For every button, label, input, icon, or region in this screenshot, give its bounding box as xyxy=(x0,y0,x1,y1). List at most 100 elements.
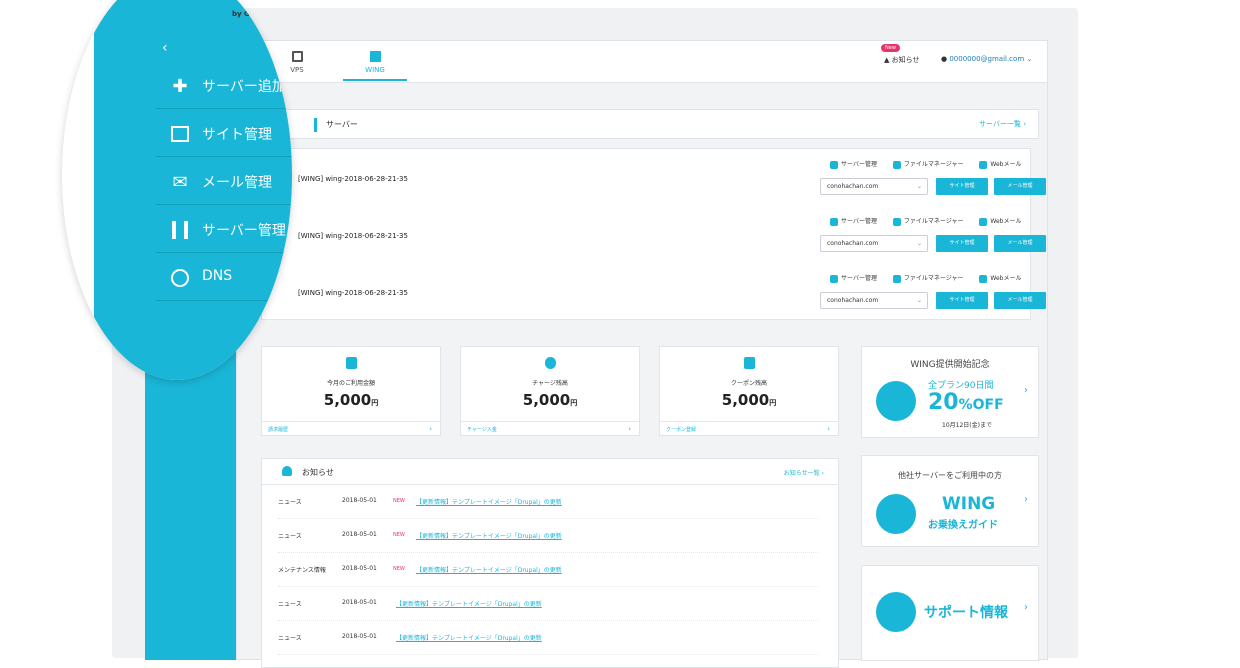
news-row: ニュース 2018-05-01 NEW 【更新情報】テンプレートイメージ「Dru… xyxy=(278,519,818,553)
news-link[interactable]: 【更新情報】テンプレートイメージ「Drupal」の更新 xyxy=(416,567,562,574)
server-list-link[interactable]: サーバー一覧 › xyxy=(979,120,1026,128)
webmail-link[interactable]: Webメール xyxy=(979,273,1021,283)
server-manage-label: サーバー管理 xyxy=(841,218,877,225)
news-new-badge: NEW xyxy=(393,566,405,572)
file-manager-link[interactable]: ファイルマネージャー xyxy=(892,159,964,169)
server-header: サーバー サーバー一覧 › xyxy=(261,109,1039,139)
file-manager-link[interactable]: ファイルマネージャー xyxy=(892,273,963,283)
news-link[interactable]: 【更新情報】テンプレートイメージ「Drupal」の更新 xyxy=(416,499,562,506)
window-icon xyxy=(170,125,190,143)
news-category: ニュース xyxy=(278,635,302,642)
gear-icon xyxy=(830,274,838,283)
webmail-link[interactable]: Webメール xyxy=(979,216,1021,226)
sidebar-item-label: メール管理 xyxy=(202,175,272,191)
promo-campaign[interactable]: WING提供開始記念 全プラン90日間 20%OFF 10月12日(金)まで › xyxy=(861,346,1039,438)
sidebar-item-dns[interactable]: DNS xyxy=(156,254,292,301)
webmail-icon xyxy=(979,160,988,169)
server-row: [WING] wing-2018-06-28-21-35 サーバー管理 ファイル… xyxy=(262,151,1046,207)
globe-icon xyxy=(170,269,190,287)
mail-manage-button[interactable]: メール管理 xyxy=(994,178,1046,195)
stat-number: 5,000 xyxy=(323,391,372,409)
stat-footer-link[interactable]: チャージ入金 › xyxy=(461,421,639,437)
server-icon xyxy=(170,221,190,239)
server-manage-link[interactable]: サーバー管理 xyxy=(830,159,877,169)
news-list-link[interactable]: お知らせ一覧 › xyxy=(783,470,824,477)
sidebar-item-server[interactable]: サーバー管理 xyxy=(156,206,292,253)
news-link[interactable]: 【更新情報】テンプレートイメージ「Drupal」の更新 xyxy=(396,635,542,642)
top-nav: VPS WING New ▲ お知らせ ● 0000000@gmail.com … xyxy=(237,41,1047,83)
notify-badge: New xyxy=(881,44,900,52)
news-row: ニュース 2018-05-01 【更新情報】テンプレートイメージ「Drupal」… xyxy=(278,621,818,655)
sidebar-item-mail[interactable]: ✉ メール管理 xyxy=(156,158,292,205)
server-manage-label: サーバー管理 xyxy=(841,275,877,282)
chevron-down-icon: ⌄ xyxy=(1026,55,1033,63)
news-panel: お知らせ お知らせ一覧 › ニュース 2018-05-01 NEW 【更新情報】… xyxy=(261,458,839,668)
sidebar-item-site[interactable]: サイト管理 xyxy=(156,110,292,157)
domain-select[interactable]: conohachan.com ⌄ xyxy=(820,178,928,195)
news-category: ニュース xyxy=(278,601,302,608)
chevron-right-icon: › xyxy=(1024,602,1028,613)
news-date: 2018-05-01 xyxy=(342,599,377,606)
server-list-link-label: サーバー一覧 xyxy=(979,120,1021,128)
webmail-link[interactable]: Webメール xyxy=(979,159,1021,169)
coupon-icon xyxy=(744,357,755,369)
stat-footer-link[interactable]: クーポン登録 › xyxy=(660,421,838,437)
server-manage-link[interactable]: サーバー管理 xyxy=(830,273,877,283)
news-date: 2018-05-01 xyxy=(342,531,377,538)
coin-icon xyxy=(545,357,556,369)
promo-campaign-discount: 20%OFF xyxy=(928,390,1004,415)
server-links: サーバー管理 ファイルマネージャー Webメール xyxy=(830,159,1035,169)
tab-wing[interactable]: WING xyxy=(343,47,407,81)
folder-icon xyxy=(892,217,901,226)
promo-discount-number: 20 xyxy=(928,390,959,415)
stat-footer-label: チャージ入金 xyxy=(467,427,497,433)
server-title: サーバー xyxy=(326,120,358,129)
domain-select[interactable]: conohachan.com ⌄ xyxy=(820,292,928,309)
stat-label: クーポン残高 xyxy=(730,380,767,387)
zoom-magnifier: onoH by GMO ‹ ✚ サーバー追加 サイト管理 ✉ メール管理 サーバ… xyxy=(62,0,292,380)
chevron-left-icon[interactable]: ‹ xyxy=(162,40,168,56)
news-link[interactable]: 【更新情報】テンプレートイメージ「Drupal」の更新 xyxy=(416,533,562,540)
file-manager-link[interactable]: ファイルマネージャー xyxy=(892,216,963,226)
stat-charge: チャージ残高 5,000円 チャージ入金 › xyxy=(460,346,640,436)
book-icon xyxy=(876,592,916,632)
notify-label: お知らせ xyxy=(891,56,920,64)
site-manage-button[interactable]: サイト管理 xyxy=(936,235,988,252)
tab-vps[interactable]: VPS xyxy=(265,47,329,81)
notify-link[interactable]: ▲ お知らせ xyxy=(884,56,920,64)
gear-icon xyxy=(830,160,838,169)
user-icon: ● xyxy=(941,55,948,63)
server-manage-link[interactable]: サーバー管理 xyxy=(830,216,877,226)
promo-support[interactable]: サポート情報 › xyxy=(861,565,1039,661)
chevron-down-icon: ⌄ xyxy=(916,297,922,304)
sidebar-item-add-server[interactable]: ✚ サーバー追加 xyxy=(156,62,292,109)
chevron-right-icon: › xyxy=(1024,385,1028,396)
domain-select[interactable]: conohachan.com ⌄ xyxy=(820,235,928,252)
domain-value: conohachan.com xyxy=(827,183,879,190)
gear-icon xyxy=(830,217,838,226)
webmail-icon xyxy=(979,274,988,283)
mail-manage-button[interactable]: メール管理 xyxy=(994,292,1046,309)
webmail-label: Webメール xyxy=(990,218,1022,225)
server-name: [WING] wing-2018-06-28-21-35 xyxy=(298,232,408,240)
stat-usage: 今月のご利用金額 5,000円 請求履歴 › xyxy=(261,346,441,436)
news-link[interactable]: 【更新情報】テンプレートイメージ「Drupal」の更新 xyxy=(396,601,542,608)
promo-migration[interactable]: 他社サーバーをご利用中の方 WING お乗換えガイド › xyxy=(861,455,1039,547)
server-manage-label: サーバー管理 xyxy=(841,161,877,168)
user-menu[interactable]: ● 0000000@gmail.com ⌄ xyxy=(941,55,1032,63)
stat-label: チャージ残高 xyxy=(532,380,568,387)
site-manage-button[interactable]: サイト管理 xyxy=(936,292,988,309)
plus-icon: ✚ xyxy=(172,75,188,97)
section-marker xyxy=(314,118,317,132)
mail-manage-button[interactable]: メール管理 xyxy=(994,235,1046,252)
stat-footer-label: 請求履歴 xyxy=(268,427,289,433)
file-manager-label: ファイルマネージャー xyxy=(903,161,964,168)
tab-wing-label: WING xyxy=(365,66,385,74)
server-row: [WING] wing-2018-06-28-21-35 サーバー管理 ファイル… xyxy=(262,265,1046,321)
stat-footer-link[interactable]: 請求履歴 › xyxy=(262,421,440,437)
news-new-badge: NEW xyxy=(393,532,405,538)
news-date: 2018-05-01 xyxy=(342,497,377,504)
news-new-badge: NEW xyxy=(393,498,405,504)
promo-campaign-line: 全プラン90日間 xyxy=(928,381,994,391)
site-manage-button[interactable]: サイト管理 xyxy=(936,178,988,195)
